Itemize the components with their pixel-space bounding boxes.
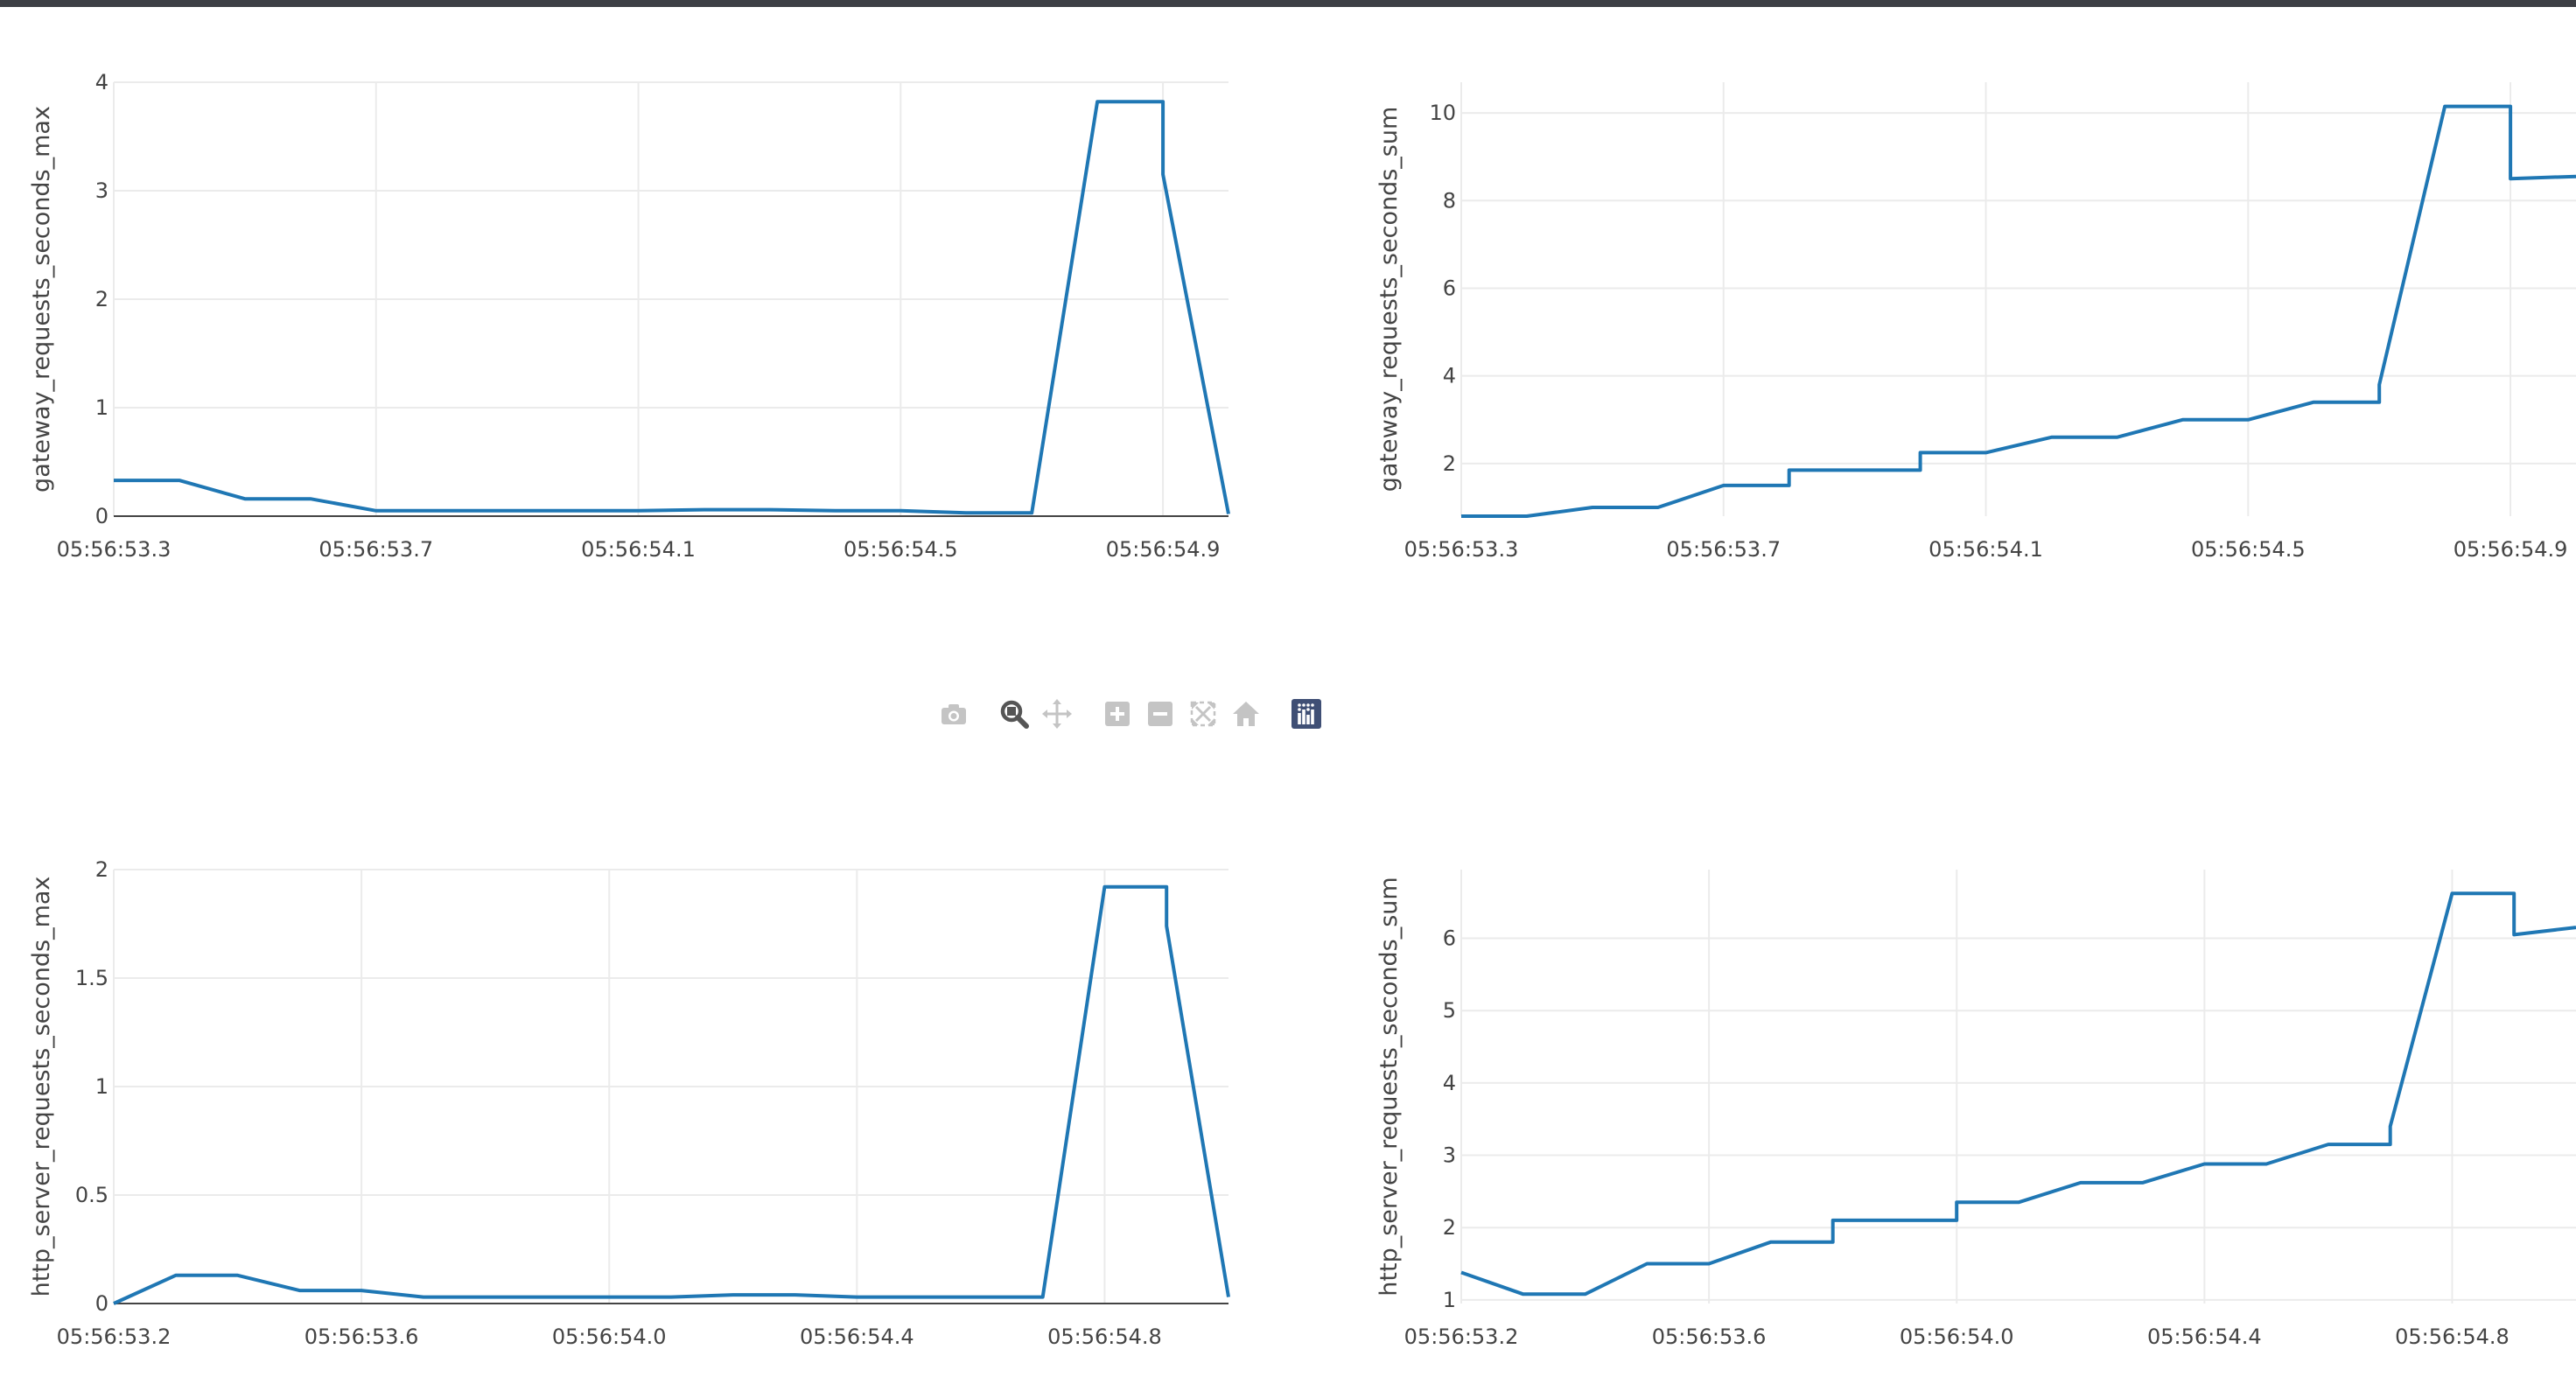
y-tick-label: 2 <box>95 857 108 882</box>
x-tick-label: 05:56:54.9 <box>1106 537 1221 562</box>
x-tick-label: 05:56:53.2 <box>57 1325 172 1349</box>
pan-icon <box>1042 699 1072 729</box>
y-tick-label: 5 <box>1443 998 1456 1023</box>
chart-gateway-requests-seconds-sum[interactable]: 05:56:53.3 05:56:53.7 05:56:54.1 05:56:54.5… <box>1348 44 2576 586</box>
home-icon <box>1233 702 1259 726</box>
chart-http-server-requests-seconds-max[interactable]: 05:56:53.2 05:56:53.6 05:56:54.0 05:56:54.4… <box>0 831 1230 1374</box>
grid <box>113 869 1228 1304</box>
chart-svg: 05:56:53.2 05:56:53.6 05:56:54.0 05:56:54.4… <box>1376 870 2576 1349</box>
modebar <box>936 696 1332 731</box>
chart-http-server-requests-seconds-sum[interactable]: 05:56:53.2 05:56:53.6 05:56:54.0 05:56:54.4… <box>1348 831 2576 1374</box>
pan-button[interactable] <box>1040 696 1074 731</box>
plotly-logo-link[interactable] <box>1289 696 1324 731</box>
chart-svg: 05:56:53.3 05:56:53.7 05:56:54.1 05:56:54.5… <box>1376 82 2576 562</box>
x-tick-label: 05:56:53.6 <box>1652 1325 1767 1349</box>
x-tick-label: 05:56:53.3 <box>1404 537 1519 562</box>
series-line[interactable] <box>1461 104 2576 518</box>
x-tick-label: 05:56:54.4 <box>800 1325 914 1349</box>
y-tick-label: 3 <box>95 178 108 203</box>
series-line[interactable] <box>1460 891 2576 1297</box>
zoom-in-icon <box>1105 702 1130 726</box>
zoom-button[interactable] <box>997 696 1032 731</box>
zoom-icon <box>1000 700 1029 729</box>
zoom-out-button[interactable] <box>1143 696 1178 731</box>
series-line[interactable] <box>113 884 1230 1305</box>
zoom-out-icon <box>1148 702 1172 726</box>
y-tick-label: 0 <box>95 1291 108 1316</box>
x-tick-label: 05:56:54.0 <box>552 1325 667 1349</box>
chart-svg: 05:56:53.2 05:56:53.6 05:56:54.0 05:56:54.4… <box>28 857 1230 1349</box>
chart-svg: 05:56:53.3 05:56:53.7 05:56:54.1 05:56:54.5… <box>28 70 1230 562</box>
x-tick-label: 05:56:54.1 <box>1928 537 2043 562</box>
window-top-bar <box>0 0 2576 7</box>
x-tick-label: 05:56:54.8 <box>1047 1325 1162 1349</box>
x-tick-label: 05:56:53.3 <box>57 537 172 562</box>
y-tick-label: 4 <box>1443 1071 1456 1095</box>
x-tick-label: 05:56:53.2 <box>1404 1325 1519 1349</box>
y-tick-label: 8 <box>1443 188 1456 213</box>
x-tick-label: 05:56:54.9 <box>2454 537 2568 562</box>
x-tick-label: 05:56:53.6 <box>304 1325 419 1349</box>
x-tick-label: 05:56:54.0 <box>1900 1325 2014 1349</box>
y-tick-label: 2 <box>1443 451 1456 476</box>
autoscale-icon <box>1190 701 1216 727</box>
zoom-in-button[interactable] <box>1100 696 1135 731</box>
y-axis-label: http_server_requests_seconds_max <box>28 877 55 1297</box>
x-tick-label: 05:56:54.5 <box>2191 537 2306 562</box>
chart-gateway-requests-seconds-max[interactable]: 05:56:53.3 05:56:53.7 05:56:54.1 05:56:54.5… <box>0 44 1230 586</box>
x-tick-label: 05:56:54.8 <box>2395 1325 2510 1349</box>
reset-axes-button[interactable] <box>1228 696 1264 731</box>
y-tick-label: 0.5 <box>75 1183 108 1207</box>
y-axis-label: gateway_requests_seconds_max <box>28 106 55 493</box>
series-line[interactable] <box>114 100 1230 515</box>
plotly-logo-icon <box>1292 699 1321 729</box>
y-tick-label: 6 <box>1443 926 1456 951</box>
y-tick-label: 4 <box>1443 364 1456 388</box>
y-tick-label: 3 <box>1443 1143 1456 1168</box>
y-tick-label: 2 <box>1443 1215 1456 1240</box>
y-axis-label: gateway_requests_seconds_sum <box>1376 107 1403 493</box>
x-tick-label: 05:56:53.7 <box>318 537 433 562</box>
y-tick-label: 4 <box>95 70 108 94</box>
y-tick-label: 1 <box>1443 1288 1456 1312</box>
y-tick-label: 2 <box>95 287 108 311</box>
grid <box>1460 870 2576 1304</box>
grid <box>1460 82 2576 516</box>
y-tick-label: 1.5 <box>75 966 108 990</box>
x-tick-label: 05:56:54.4 <box>2147 1325 2262 1349</box>
y-tick-label: 10 <box>1429 101 1456 125</box>
y-tick-label: 0 <box>95 504 108 528</box>
x-tick-label: 05:56:54.1 <box>581 537 696 562</box>
y-tick-label: 6 <box>1443 276 1456 300</box>
y-tick-label: 1 <box>95 395 108 420</box>
x-tick-label: 05:56:54.5 <box>844 537 958 562</box>
autoscale-button[interactable] <box>1186 696 1221 731</box>
camera-button[interactable] <box>936 696 971 731</box>
camera-icon <box>942 704 966 724</box>
y-tick-label: 1 <box>95 1074 108 1099</box>
x-tick-label: 05:56:53.7 <box>1666 537 1781 562</box>
y-axis-label: http_server_requests_seconds_sum <box>1376 877 1403 1296</box>
grid <box>113 81 1228 516</box>
